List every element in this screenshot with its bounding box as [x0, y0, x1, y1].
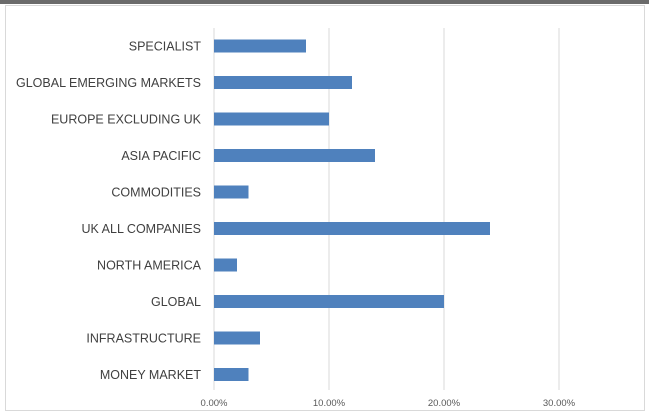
window-top-strip [0, 0, 649, 4]
x-tick-label: 20.00% [428, 398, 461, 409]
bar [214, 39, 306, 53]
bar [214, 295, 444, 308]
bar [214, 222, 490, 235]
bar [214, 368, 249, 381]
category-label: ASIA PACIFIC [121, 149, 201, 163]
category-label: EUROPE EXCLUDING UK [51, 113, 202, 127]
bar [214, 149, 375, 162]
category-label: UK ALL COMPANIES [82, 222, 201, 236]
category-label: GLOBAL EMERGING MARKETS [16, 76, 201, 90]
bars [214, 39, 490, 381]
bar [214, 112, 329, 126]
x-tick-label: 10.00% [313, 398, 346, 409]
category-labels: SPECIALIST GLOBAL EMERGING MARKETS EUROPE … [16, 40, 202, 383]
x-tick-label: 0.00% [201, 398, 228, 409]
category-label: GLOBAL [151, 295, 201, 309]
bar [214, 76, 352, 89]
category-label: INFRASTRUCTURE [86, 332, 201, 346]
category-label: NORTH AMERICA [97, 259, 202, 273]
bar [214, 258, 237, 272]
category-label: MONEY MARKET [100, 368, 202, 382]
chart-frame [5, 5, 645, 411]
category-label: COMMODITIES [111, 186, 201, 200]
x-tick-labels: 0.00% 10.00% 20.00% 30.00% [201, 398, 576, 409]
category-label: SPECIALIST [129, 40, 202, 54]
bar [214, 331, 260, 345]
x-tick-label: 30.00% [543, 398, 576, 409]
bar [214, 185, 249, 199]
